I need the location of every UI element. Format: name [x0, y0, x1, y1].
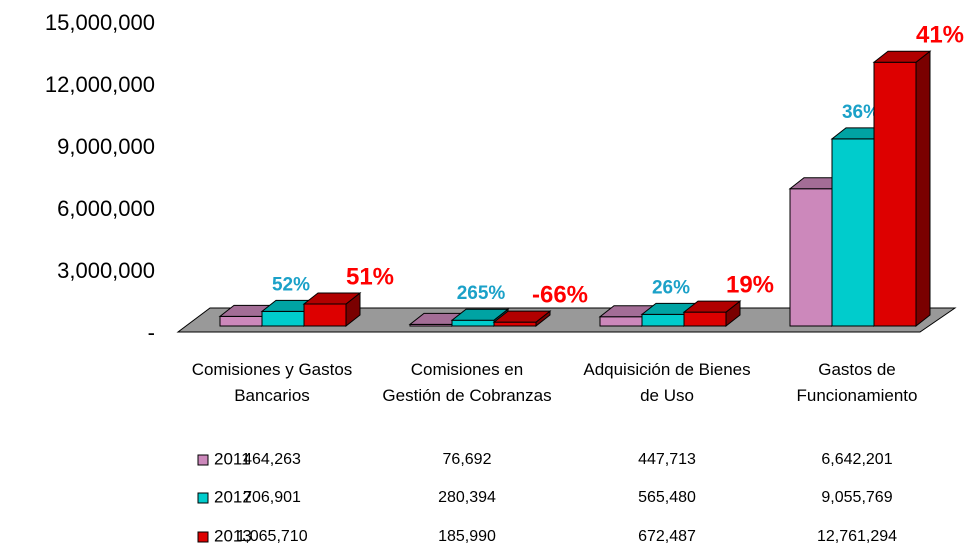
bar-top [682, 300, 742, 313]
growth-label: 51% [346, 263, 394, 290]
bar [599, 316, 643, 327]
table-value: 76,692 [443, 451, 492, 468]
y-tick-label: 15,000,000 [45, 10, 155, 35]
table-value: 185,990 [438, 528, 496, 545]
category-label: Gastos de Funcionamiento [796, 360, 918, 405]
bar-top [302, 292, 362, 305]
bar [683, 311, 727, 327]
table-value: 9,055,769 [821, 489, 892, 506]
bar [261, 310, 305, 327]
table-value: 565,480 [638, 489, 696, 506]
bar [831, 138, 875, 327]
bar-top [872, 50, 932, 63]
bar [873, 61, 917, 327]
bar-top [492, 310, 552, 323]
y-tick-label: 12,000,000 [45, 72, 155, 97]
growth-label: 41% [916, 22, 964, 49]
bar [219, 315, 263, 327]
legend-label: 2012 [214, 487, 252, 506]
table-value: 447,713 [638, 451, 696, 468]
growth-label: 19% [726, 271, 774, 298]
growth-label: 36% [842, 102, 880, 123]
bar [789, 188, 833, 327]
bar [451, 319, 495, 327]
bar-top [450, 308, 510, 321]
growth-label: -66% [532, 281, 588, 308]
growth-label: 265% [457, 283, 506, 304]
legend-swatch [197, 492, 209, 504]
category-label: Adquisición de Bienes de Uso [583, 360, 751, 405]
legend-label: 2013 [214, 526, 252, 545]
y-tick-label: - [148, 320, 155, 345]
category-label: Comisiones en Gestión de Cobranzas [382, 360, 552, 405]
growth-label: 52% [272, 274, 310, 295]
table-value: 464,263 [243, 451, 301, 468]
table-value: 12,761,294 [817, 528, 897, 545]
table-value: 706,901 [243, 489, 301, 506]
y-tick-label: 6,000,000 [57, 196, 155, 221]
table-value: 280,394 [438, 489, 496, 506]
table-value: 672,487 [638, 528, 696, 545]
table-value: 1,065,710 [236, 528, 307, 545]
y-tick-label: 9,000,000 [57, 134, 155, 159]
legend-label: 2011 [214, 449, 251, 468]
y-tick-label: 3,000,000 [57, 258, 155, 283]
category-label: Comisiones y Gastos Bancarios [191, 360, 353, 405]
table-value: 6,642,201 [821, 451, 892, 468]
bar [303, 303, 347, 327]
bar [493, 321, 537, 327]
floor [176, 307, 957, 333]
growth-label: 26% [652, 277, 690, 298]
legend-swatch [197, 531, 209, 543]
bar-side [915, 50, 931, 328]
legend-swatch [197, 454, 209, 466]
bar [641, 313, 685, 327]
